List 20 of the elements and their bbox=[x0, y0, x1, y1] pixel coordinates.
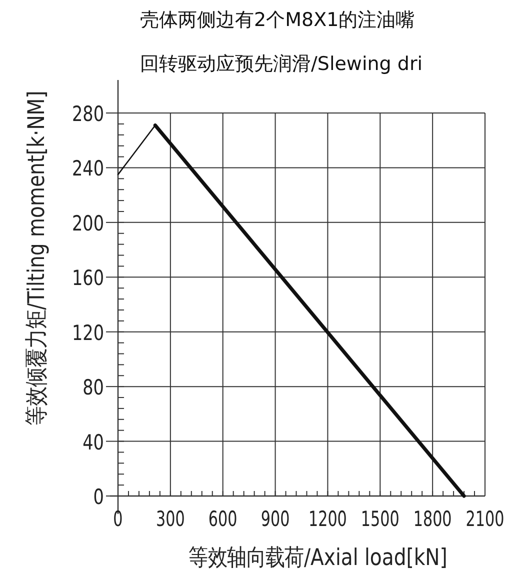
y-tick-label: 120 bbox=[72, 321, 104, 346]
y-tick-label: 240 bbox=[72, 156, 104, 182]
x-axis-title: 等效轴向载荷/Axial load[kN] bbox=[188, 544, 448, 572]
y-axis-title: 等效倾覆力矩/Tilting moment[k·NM] bbox=[24, 90, 50, 426]
x-tick-label: 1800 bbox=[413, 508, 452, 532]
x-tick-label: 2100 bbox=[466, 508, 504, 532]
y-tick-label: 40 bbox=[82, 430, 104, 455]
y-tick-label: 0 bbox=[93, 485, 104, 510]
x-tick-label: 600 bbox=[208, 508, 238, 532]
y-tick-label: 160 bbox=[72, 266, 104, 291]
y-tick-label: 200 bbox=[72, 212, 104, 236]
x-tick-label: 0 bbox=[113, 508, 123, 532]
y-tick-label: 280 bbox=[72, 102, 104, 127]
x-tick-label: 1500 bbox=[360, 508, 400, 532]
chart-subtitle: 回转驱动应预先润滑/Slewing dri bbox=[140, 53, 423, 75]
y-tick-label: 80 bbox=[82, 376, 104, 400]
x-tick-label: 1200 bbox=[308, 508, 347, 532]
x-tick-label: 900 bbox=[260, 508, 290, 532]
chart-title: 壳体两侧边有2个M8X1的注油嘴 bbox=[140, 9, 415, 31]
x-tick-label: 300 bbox=[156, 508, 185, 532]
